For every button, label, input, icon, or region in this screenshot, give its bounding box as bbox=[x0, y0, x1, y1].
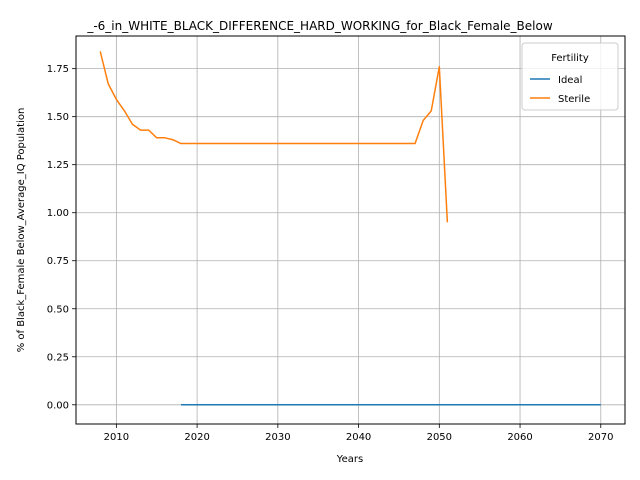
x-tick-label: 2040 bbox=[346, 432, 371, 443]
x-tick-label: 2050 bbox=[427, 432, 452, 443]
x-tick-label: 2010 bbox=[104, 432, 129, 443]
y-tick-label: 0.25 bbox=[47, 352, 69, 363]
y-tick-label: 0.00 bbox=[47, 400, 69, 411]
legend-label-ideal: Ideal bbox=[558, 75, 582, 86]
chart-title: _-6_in_WHITE_BLACK_DIFFERENCE_HARD_WORKI… bbox=[86, 19, 552, 33]
x-tick-label: 2060 bbox=[507, 432, 532, 443]
x-tick-label: 2030 bbox=[265, 432, 290, 443]
legend-box bbox=[521, 42, 619, 111]
plot-border bbox=[75, 35, 626, 425]
grid-lines bbox=[76, 36, 625, 424]
y-tick-label: 0.75 bbox=[47, 256, 69, 267]
y-tick-label: 1.00 bbox=[47, 208, 69, 219]
y-tick-label: 1.75 bbox=[47, 64, 69, 75]
y-tick-label: 0.50 bbox=[47, 304, 69, 315]
series-lines bbox=[99, 51, 601, 406]
y-tick-label: 1.50 bbox=[47, 112, 69, 123]
x-tick-label: 2020 bbox=[184, 432, 209, 443]
legend-label-sterile: Sterile bbox=[558, 94, 590, 105]
x-tick-label: 2070 bbox=[588, 432, 613, 443]
axis-ticks: 2010 2020 2030 2040 2050 2060 2070 0.00 0.25 0.50… bbox=[47, 64, 614, 443]
y-axis-label: % of Black_Female Below_Average_IQ Popul… bbox=[16, 108, 27, 353]
legend: Fertility Ideal Sterile bbox=[521, 42, 619, 111]
series-line-sterile bbox=[99, 51, 449, 223]
y-tick-label: 1.25 bbox=[47, 160, 69, 171]
legend-title: Fertility bbox=[551, 53, 589, 64]
x-axis-label: Years bbox=[336, 454, 363, 465]
